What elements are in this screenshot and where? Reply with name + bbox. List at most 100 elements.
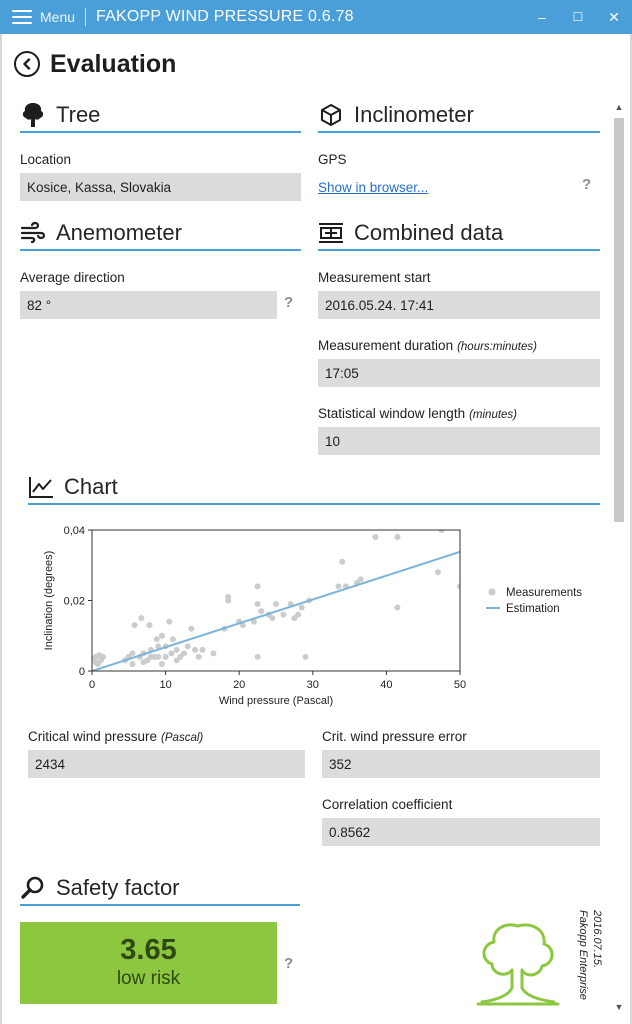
x-axis-label: Wind pressure (Pascal): [219, 695, 333, 707]
brand-date: 2016.07.15.: [591, 909, 603, 968]
page-title: Evaluation: [50, 50, 176, 79]
window-length-label: Statistical window length (minutes): [318, 406, 517, 421]
minimize-button[interactable]: –: [524, 0, 560, 34]
x-tick-label: 20: [233, 679, 245, 691]
menu-button[interactable]: Menu: [0, 0, 75, 34]
window-controls: – ☐ ✕: [524, 0, 632, 34]
window-length-field: 10: [318, 427, 600, 455]
measurement-point: [185, 643, 191, 649]
y-tick-label: 0,02: [64, 596, 85, 608]
average-direction-label: Average direction: [20, 270, 125, 285]
direction-help-icon[interactable]: ?: [284, 294, 293, 311]
measurement-duration-text: Measurement duration: [318, 338, 453, 353]
line-chart-icon: [28, 474, 54, 500]
legend-measurements-label: Measurements: [506, 587, 582, 599]
measurement-duration-unit: (hours:minutes): [457, 341, 537, 353]
menu-label: Menu: [40, 9, 75, 25]
scrollbar-thumb[interactable]: [614, 118, 624, 522]
measurement-point: [181, 650, 187, 656]
measurement-point: [159, 661, 165, 667]
window-length-text: Statistical window length: [318, 406, 465, 421]
measurement-duration-field: 17:05: [318, 359, 600, 387]
critical-pressure-label: Critical wind pressure (Pascal): [28, 729, 203, 744]
close-button[interactable]: ✕: [596, 0, 632, 34]
maximize-button[interactable]: ☐: [560, 0, 596, 34]
measurement-point: [295, 612, 301, 618]
safety-help-icon[interactable]: ?: [284, 955, 293, 972]
gps-help-icon[interactable]: ?: [582, 176, 591, 193]
chart-section-title: Chart: [64, 474, 118, 500]
legend-estimation-label: Estimation: [506, 603, 560, 615]
combined-data-icon: [318, 220, 344, 246]
anemometer-section-title: Anemometer: [56, 220, 182, 246]
plot-area: [92, 530, 460, 671]
magnifier-icon: [20, 875, 46, 901]
safety-factor-box: 3.65 low risk: [20, 922, 277, 1004]
measurement-point: [339, 559, 345, 565]
measurement-point: [166, 619, 172, 625]
estimation-line: [92, 552, 460, 671]
hamburger-icon: [12, 10, 32, 24]
legend-measurements-marker: [489, 589, 496, 596]
safety-risk-level: low risk: [117, 966, 180, 992]
location-label: Location: [20, 152, 71, 167]
tree-section-title: Tree: [56, 102, 100, 128]
inclinometer-section-header: Inclinometer: [318, 99, 600, 133]
measurement-point: [210, 650, 216, 656]
measurement-point: [174, 647, 180, 653]
chart-legend: Measurements Estimation: [486, 587, 582, 615]
window-length-unit: (minutes): [469, 409, 517, 421]
show-in-browser-link[interactable]: Show in browser...: [318, 180, 428, 195]
page-header: Evaluation: [14, 48, 176, 80]
combined-data-section-title: Combined data: [354, 220, 503, 246]
titlebar-separator: [85, 8, 86, 26]
measurement-point: [394, 605, 400, 611]
title-bar: Menu FAKOPP WIND PRESSURE 0.6.78 – ☐ ✕: [0, 0, 632, 34]
correlation-field: 0.8562: [322, 818, 600, 846]
pressure-error-field: 352: [322, 750, 600, 778]
scroll-up-arrow[interactable]: ▲: [612, 100, 626, 114]
location-field: Kosice, Kassa, Slovakia: [20, 173, 301, 201]
measurement-point: [255, 601, 261, 607]
average-direction-field: 82 °: [20, 291, 277, 319]
brand-text: Fakopp Enterprise 2016.07.15.: [566, 908, 606, 1008]
measurement-point: [138, 615, 144, 621]
x-tick-label: 10: [159, 679, 171, 691]
cube-icon: [318, 102, 344, 128]
measurement-point: [255, 583, 261, 589]
measurement-point: [269, 615, 275, 621]
measurement-point: [299, 605, 305, 611]
measurement-point: [196, 654, 202, 660]
measurement-point: [280, 612, 286, 618]
measurement-point: [199, 647, 205, 653]
measurement-duration-label: Measurement duration (hours:minutes): [318, 338, 537, 353]
chart-section-header: Chart: [28, 471, 600, 505]
measurement-start-field: 2016.05.24. 17:41: [318, 291, 600, 319]
tree-icon: [20, 102, 46, 128]
measurement-point: [255, 654, 261, 660]
app-title: FAKOPP WIND PRESSURE 0.6.78: [96, 8, 354, 26]
x-tick-label: 0: [89, 679, 95, 691]
safety-section-header: Safety factor: [20, 872, 300, 906]
measurement-point: [336, 583, 342, 589]
measurement-point: [168, 650, 174, 656]
measurement-point: [159, 633, 165, 639]
measurement-point: [170, 636, 176, 642]
x-tick-label: 50: [454, 679, 466, 691]
critical-pressure-unit: (Pascal): [161, 732, 203, 744]
tree-section-header: Tree: [20, 99, 301, 133]
measurement-point: [225, 594, 231, 600]
measurement-point: [146, 622, 152, 628]
brand-company: Fakopp Enterprise: [577, 910, 589, 1000]
critical-pressure-field: 2434: [28, 750, 305, 778]
measurement-start-label: Measurement start: [318, 270, 431, 285]
measurement-point: [163, 654, 169, 660]
back-button[interactable]: [14, 51, 40, 77]
chevron-left-icon: [21, 58, 33, 70]
anemometer-section-header: Anemometer: [20, 217, 301, 251]
tree-logo: [474, 918, 562, 1008]
scroll-down-arrow[interactable]: ▼: [612, 1000, 626, 1014]
safety-factor-value: 3.65: [120, 934, 176, 966]
measurement-point: [258, 608, 264, 614]
measurement-point: [155, 654, 161, 660]
